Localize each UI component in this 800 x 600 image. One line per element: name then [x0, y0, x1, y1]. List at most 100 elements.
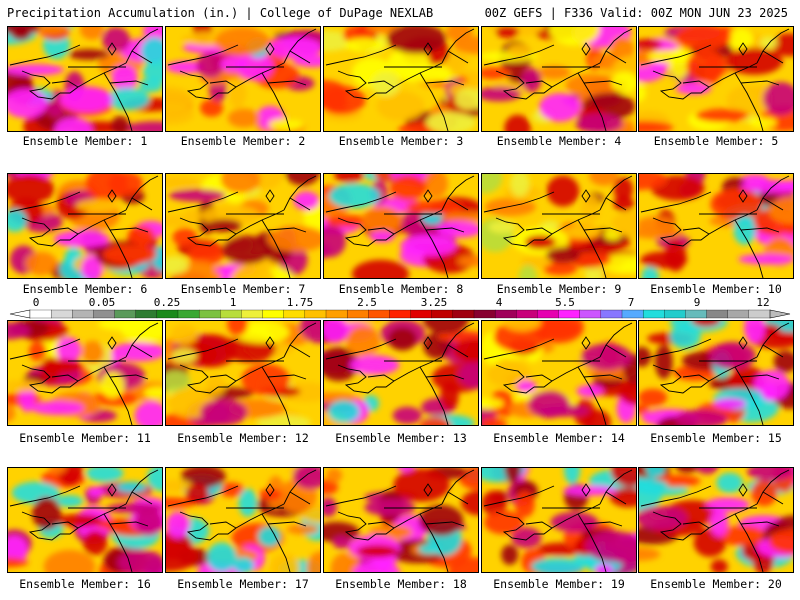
ensemble-member-label: Ensemble Member: 17	[177, 577, 309, 591]
colorbar-tick-label: 1	[229, 296, 237, 309]
precip-colorbar	[9, 309, 791, 319]
ensemble-map-panel	[481, 320, 637, 426]
precip-map	[166, 468, 320, 572]
ensemble-map-panel	[481, 26, 637, 132]
colorbar-tick-label: 0.25	[153, 296, 181, 309]
state-boundaries	[167, 175, 317, 278]
precip-map	[166, 321, 320, 425]
colorbar-bin	[198, 309, 221, 319]
colorbar-bin	[642, 309, 665, 319]
state-boundaries	[483, 175, 633, 278]
ensemble-member-label: Ensemble Member: 11	[19, 431, 151, 445]
precip-map	[324, 468, 478, 572]
colorbar-bin	[537, 309, 560, 319]
state-boundaries	[9, 469, 159, 572]
ensemble-member-label: Ensemble Member: 20	[650, 577, 782, 591]
colorbar-bin	[579, 309, 602, 319]
colorbar-bin	[114, 309, 137, 319]
colorbar-bin	[685, 309, 708, 319]
colorbar-bin	[346, 309, 369, 319]
ensemble-member-label: Ensemble Member: 7	[180, 282, 306, 296]
state-boundaries	[167, 469, 317, 572]
state-boundaries	[325, 175, 475, 278]
ensemble-map-panel	[7, 173, 163, 279]
state-boundaries	[640, 469, 790, 572]
colorbar-tick-label: 0.05	[88, 296, 116, 309]
precip-map	[8, 321, 162, 425]
precip-map	[482, 174, 636, 278]
colorbar-bin	[473, 309, 496, 319]
chart-title: Precipitation Accumulation (in.) | Colle…	[7, 6, 434, 20]
ensemble-member-label: Ensemble Member: 4	[496, 134, 622, 148]
state-boundaries	[9, 28, 159, 131]
ensemble-map-panel	[481, 173, 637, 279]
precip-map	[8, 27, 162, 131]
colorbar-bin	[177, 309, 200, 319]
precip-map	[324, 321, 478, 425]
state-boundaries	[9, 322, 159, 425]
state-boundaries	[640, 175, 790, 278]
precip-map	[482, 468, 636, 572]
colorbar-bin	[93, 309, 116, 319]
colorbar-bin	[50, 309, 73, 319]
ensemble-member-label: Ensemble Member: 3	[338, 134, 464, 148]
ensemble-member-label: Ensemble Member: 5	[653, 134, 779, 148]
ensemble-member-label: Ensemble Member: 2	[180, 134, 306, 148]
ensemble-map-panel	[638, 320, 794, 426]
colorbar-bin	[135, 309, 158, 319]
precip-map	[166, 27, 320, 131]
state-boundaries	[167, 28, 317, 131]
state-boundaries	[325, 469, 475, 572]
precip-map	[166, 174, 320, 278]
colorbar-tick-label: 3.25	[420, 296, 448, 309]
precip-map	[482, 27, 636, 131]
colorbar-bin	[748, 309, 771, 319]
ensemble-map-panel	[638, 26, 794, 132]
precip-map	[639, 468, 793, 572]
colorbar-bin	[494, 309, 517, 319]
colorbar-tick-label: 7	[627, 296, 635, 309]
precip-map	[324, 27, 478, 131]
ensemble-member-label: Ensemble Member: 10	[650, 282, 782, 296]
precip-map	[324, 174, 478, 278]
ensemble-member-label: Ensemble Member: 12	[177, 431, 309, 445]
ensemble-map-panel	[638, 173, 794, 279]
colorbar-tick-label: 0	[32, 296, 40, 309]
colorbar-max-arrow	[769, 309, 791, 319]
colorbar-tick-label: 2.5	[357, 296, 377, 309]
precip-map	[482, 321, 636, 425]
ensemble-map-panel	[7, 26, 163, 132]
colorbar-bin	[72, 309, 94, 319]
colorbar-bin	[516, 309, 538, 319]
state-boundaries	[325, 28, 475, 131]
ensemble-map-panel	[481, 467, 637, 573]
state-boundaries	[9, 175, 159, 278]
colorbar-bin	[220, 309, 242, 319]
colorbar-bin	[600, 309, 623, 319]
colorbar-bin	[621, 309, 644, 319]
colorbar-bin	[156, 309, 179, 319]
ensemble-member-label: Ensemble Member: 8	[338, 282, 464, 296]
precip-map	[639, 27, 793, 131]
state-boundaries	[640, 28, 790, 131]
state-boundaries	[483, 469, 633, 572]
ensemble-member-label: Ensemble Member: 1	[22, 134, 148, 148]
colorbar-bin	[706, 309, 729, 319]
ensemble-member-label: Ensemble Member: 13	[335, 431, 467, 445]
ensemble-map-panel	[165, 320, 321, 426]
ensemble-member-label: Ensemble Member: 18	[335, 577, 467, 591]
colorbar-bin	[304, 309, 327, 319]
ensemble-member-label: Ensemble Member: 6	[22, 282, 148, 296]
precip-map	[8, 174, 162, 278]
precip-map	[639, 174, 793, 278]
colorbar-bin	[283, 309, 306, 319]
state-boundaries	[167, 322, 317, 425]
colorbar-tick-label: 1.75	[286, 296, 314, 309]
ensemble-map-panel	[7, 320, 163, 426]
colorbar-bin	[241, 309, 264, 319]
ensemble-map-panel	[165, 467, 321, 573]
colorbar-tick-label: 9	[693, 296, 701, 309]
ensemble-map-panel	[323, 26, 479, 132]
state-boundaries	[483, 322, 633, 425]
ensemble-map-panel	[165, 26, 321, 132]
